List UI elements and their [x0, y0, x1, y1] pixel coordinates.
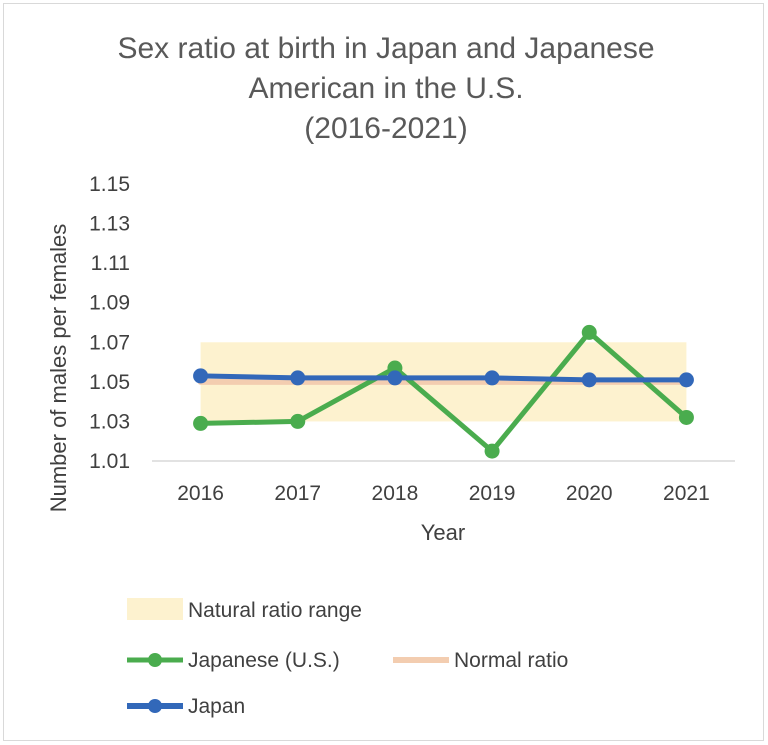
y-tick-label: 1.07 — [89, 331, 130, 354]
data-point-japan — [193, 368, 209, 384]
legend-marker-japan — [148, 699, 162, 713]
y-tick-label: 1.05 — [89, 371, 130, 394]
x-tick-label: 2021 — [663, 482, 710, 505]
x-axis-ticks: 2016 2017 2018 2019 2020 2021 — [177, 482, 710, 505]
data-point-japan — [484, 370, 500, 386]
x-tick-label: 2017 — [274, 482, 321, 505]
data-point-japan — [678, 372, 694, 388]
legend-marker-japanese-us — [148, 653, 162, 667]
legend-swatch-band — [127, 598, 183, 620]
x-tick-label: 2019 — [469, 482, 516, 505]
chart-title-line-3: (2016-2021) — [304, 112, 467, 145]
legend-label-japan: Japan — [188, 695, 245, 718]
data-point-japan — [581, 372, 597, 388]
data-point-japan — [387, 370, 403, 386]
y-tick-label: 1.15 — [89, 173, 130, 196]
y-tick-label: 1.09 — [89, 292, 130, 315]
series-lines — [193, 324, 694, 459]
data-point-japanese-u-s — [678, 409, 694, 425]
y-axis-label: Number of males per females — [46, 224, 71, 513]
legend: Natural ratio range Japanese (U.S.) Norm… — [127, 598, 568, 718]
legend-label-band: Natural ratio range — [188, 599, 362, 622]
y-tick-label: 1.11 — [91, 252, 130, 275]
data-point-japan — [290, 370, 306, 386]
x-tick-label: 2016 — [177, 482, 224, 505]
data-point-japanese-u-s — [290, 413, 306, 429]
y-tick-label: 1.01 — [89, 450, 130, 473]
y-axis-ticks: 1.01 1.03 1.05 1.07 1.09 1.11 1.13 1.15 — [89, 173, 130, 473]
x-axis-label: Year — [421, 520, 465, 545]
data-point-japanese-u-s — [193, 415, 209, 431]
chart-title-line-2: American in the U.S. — [248, 72, 523, 105]
data-point-japanese-u-s — [581, 324, 597, 340]
x-tick-label: 2020 — [566, 482, 613, 505]
chart-title-line-1: Sex ratio at birth in Japan and Japanese — [117, 32, 654, 65]
series-line-japan — [198, 373, 689, 383]
data-point-japanese-u-s — [484, 443, 500, 459]
x-tick-label: 2018 — [372, 482, 419, 505]
series-line-japanese-u-s — [198, 329, 689, 454]
y-tick-label: 1.03 — [89, 410, 130, 433]
legend-label-japanese-us: Japanese (U.S.) — [188, 649, 340, 672]
y-tick-label: 1.13 — [89, 213, 130, 236]
legend-label-normal-ratio: Normal ratio — [454, 649, 568, 672]
